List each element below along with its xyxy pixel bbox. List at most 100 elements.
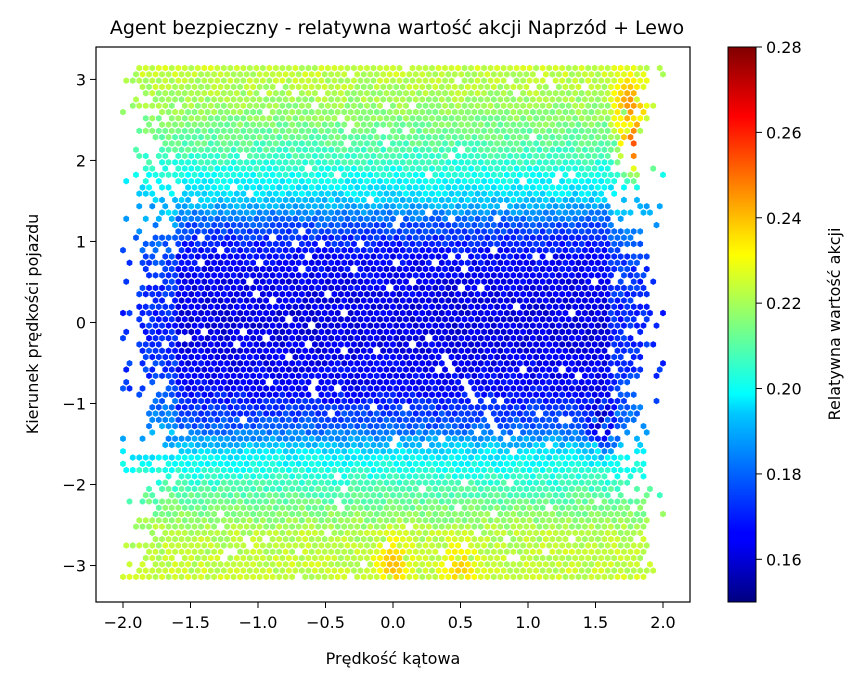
hex-cell	[253, 353, 260, 361]
hex-cell	[578, 253, 585, 260]
hex-cell	[634, 561, 640, 568]
hex-cell	[513, 253, 520, 260]
hex-cell	[546, 542, 552, 549]
hex-cell	[425, 410, 432, 417]
hex-cell	[595, 309, 601, 317]
hex-cell	[256, 573, 263, 581]
hex-cell	[211, 347, 217, 355]
hex-cell	[393, 272, 400, 279]
hex-cell	[142, 240, 149, 248]
hex-cell	[409, 215, 416, 223]
hex-cell	[351, 529, 357, 537]
hex-cell	[318, 202, 325, 210]
hex-cell	[360, 422, 367, 430]
hex-cell	[500, 353, 507, 361]
hex-cell	[569, 297, 575, 304]
hex-cell	[477, 548, 484, 556]
hex-cell	[168, 290, 175, 298]
hex-cell	[240, 253, 247, 260]
hex-cell	[490, 171, 497, 179]
hex-cell	[517, 234, 523, 241]
hex-cell	[517, 322, 523, 329]
hex-cell	[412, 473, 419, 480]
hex-cell	[279, 341, 286, 348]
hex-cell	[331, 504, 338, 512]
hex-cell	[630, 353, 637, 361]
hex-cell	[282, 410, 289, 417]
hex-cell	[260, 240, 266, 248]
hex-cell	[588, 410, 595, 417]
hex-cell	[233, 177, 240, 185]
hex-cell	[312, 567, 318, 574]
hex-cell	[468, 278, 474, 285]
hex-cell	[260, 328, 266, 336]
hex-cell	[448, 429, 455, 436]
hex-cell	[295, 234, 302, 241]
hex-cell	[390, 391, 396, 399]
hex-cell	[328, 221, 335, 229]
hex-cell	[526, 240, 533, 248]
hex-cell	[181, 378, 188, 386]
hex-cell	[429, 165, 435, 172]
hex-cell	[598, 542, 605, 549]
hex-cell	[146, 523, 152, 530]
hex-cell	[578, 491, 585, 499]
hex-cell	[504, 196, 510, 204]
hex-cell	[159, 523, 165, 530]
hex-cell	[175, 391, 182, 399]
hex-cell	[325, 215, 331, 223]
hex-cell	[256, 322, 263, 329]
hex-cell	[247, 491, 253, 499]
hex-cell	[471, 473, 478, 480]
hex-cell	[533, 529, 539, 537]
hex-cell	[536, 347, 543, 355]
hex-cell	[403, 429, 409, 436]
hex-cell	[357, 290, 364, 298]
hex-cell	[490, 297, 497, 304]
hex-cell	[347, 347, 354, 355]
hex-cell	[552, 341, 559, 348]
hex-cell	[598, 253, 605, 260]
hex-cell	[451, 184, 458, 191]
hex-cell	[188, 542, 195, 549]
hex-cell	[510, 397, 517, 405]
hex-cell	[608, 259, 614, 267]
hex-cell	[185, 510, 191, 518]
hex-cell	[552, 466, 559, 474]
hex-cell	[175, 228, 182, 235]
hex-cell	[455, 403, 461, 411]
hex-cell	[211, 510, 217, 518]
hex-cell	[595, 372, 601, 380]
hex-cell	[328, 284, 335, 292]
hex-cell	[331, 416, 338, 424]
hex-cell	[240, 517, 247, 524]
hex-cell	[585, 491, 592, 499]
hex-cell	[471, 485, 478, 493]
hex-cell	[370, 466, 377, 474]
hex-cell	[162, 366, 169, 373]
hex-cell	[214, 341, 221, 348]
hex-cell	[621, 372, 627, 380]
hex-cell	[432, 334, 439, 342]
hex-cell	[250, 535, 256, 543]
hex-cell	[341, 196, 348, 204]
hex-cell	[533, 554, 539, 562]
hex-cell	[588, 485, 595, 493]
hex-cell	[266, 303, 273, 311]
hex-cell	[289, 385, 296, 392]
hex-cell	[432, 385, 439, 392]
hex-cell	[315, 485, 322, 493]
hex-cell	[523, 447, 530, 455]
hex-cell	[595, 171, 601, 179]
hex-cell	[422, 529, 429, 537]
hex-cell	[240, 441, 247, 449]
hex-cell	[588, 510, 595, 518]
hex-cell	[142, 366, 149, 373]
hex-cell	[621, 322, 627, 329]
hex-cell	[260, 190, 266, 197]
hex-cell	[477, 535, 484, 543]
hex-cell	[569, 410, 575, 417]
hex-cell	[286, 378, 292, 386]
hex-cell	[214, 441, 221, 449]
hex-cell	[549, 397, 556, 405]
